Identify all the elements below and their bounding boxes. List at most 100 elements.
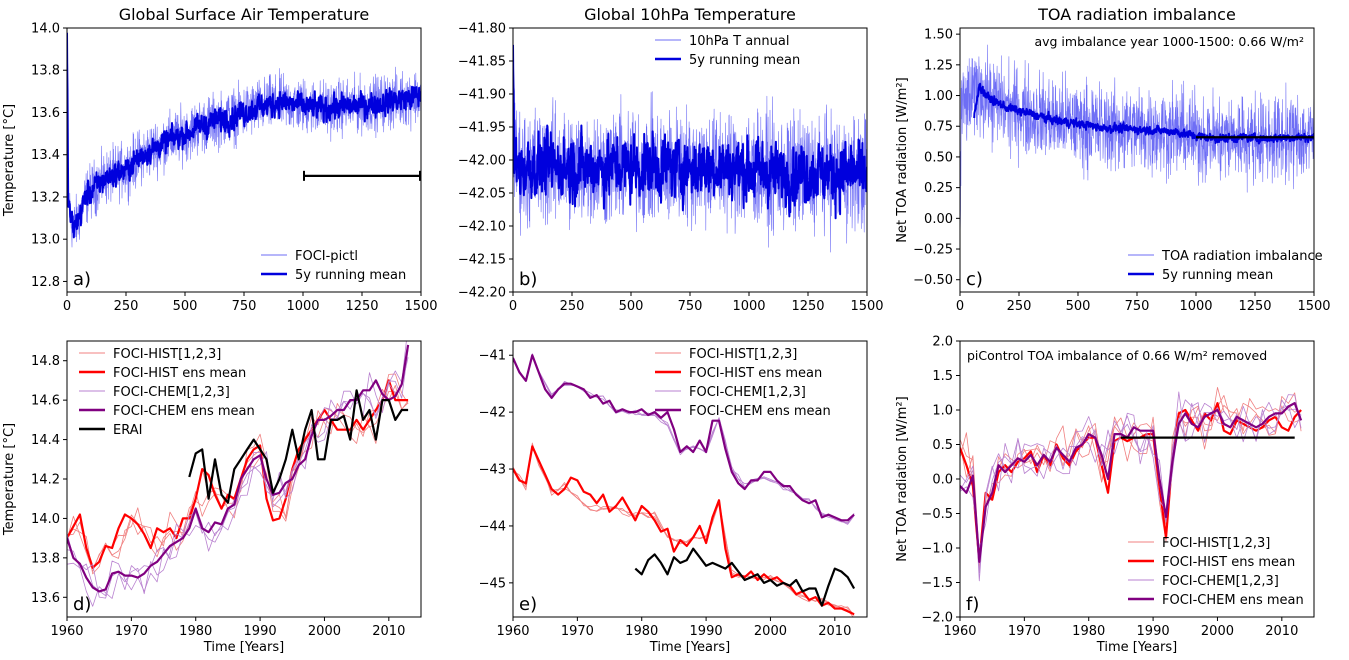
y-tick-label-c-8: 1.50 — [924, 28, 953, 43]
y-tick-label-e-1: −44 — [479, 519, 506, 534]
y-tick-label-b-2: −42.10 — [458, 220, 506, 235]
y-tick-label-b-1: −42.15 — [458, 253, 506, 268]
panel-label-c: c) — [966, 269, 983, 290]
series-line-c-1 — [973, 82, 1314, 145]
series-line-e-2-member-2 — [513, 355, 855, 524]
x-tick-label-f-4: 2000 — [1201, 624, 1234, 639]
annotation-f: piControl TOA imbalance of 0.66 W/m² rem… — [967, 348, 1267, 363]
y-tick-label-f-2: −1.0 — [921, 542, 953, 557]
x-tick-label-b-2: 500 — [619, 299, 644, 314]
x-tick-label-d-3: 1990 — [244, 624, 277, 639]
y-axis-label-a: Temperature [°C] — [2, 104, 17, 217]
panel-b: 0 250 500 750 1000 1250 1500 −42.20 −42.15 −42.10… — [458, 5, 884, 314]
x-tick-label-c-2: 500 — [1066, 299, 1091, 314]
x-tick-label-b-0: 0 — [509, 299, 517, 314]
y-axis-label-f: Net TOA radiation [W/m²] — [895, 396, 910, 561]
y-tick-label-c-5: 0.75 — [924, 120, 953, 135]
y-tick-label-d-3: 14.2 — [31, 473, 60, 488]
plot-area-d — [67, 341, 410, 607]
legend-label-a-1: 5y running mean — [295, 268, 406, 283]
y-tick-label-b-6: −41.90 — [458, 88, 506, 103]
axes-frame-e — [512, 340, 868, 618]
legend-label-e-3: FOCI-CHEM ens mean — [689, 404, 831, 419]
plot-area-e — [513, 353, 856, 617]
y-tick-label-a-4: 13.6 — [31, 106, 60, 121]
x-tick-label-c-1: 250 — [1007, 299, 1032, 314]
series-line-e-4 — [634, 547, 856, 607]
x-tick-label-a-4: 1000 — [286, 299, 319, 314]
x-tick-label-c-5: 1250 — [1238, 299, 1271, 314]
y-tick-label-f-7: 1.5 — [932, 369, 953, 384]
y-tick-label-d-2: 14.0 — [31, 512, 60, 527]
x-tick-label-d-5: 2010 — [372, 624, 405, 639]
x-tick-label-e-2: 1980 — [625, 624, 658, 639]
x-tick-label-c-6: 1500 — [1297, 299, 1330, 314]
y-tick-label-a-1: 13.0 — [31, 233, 60, 248]
panel-c: 0 250 500 750 1000 1250 1500 −0.50 −0.25 0.00 0.25… — [895, 5, 1331, 314]
y-tick-label-b-4: −42.00 — [458, 154, 506, 169]
x-tick-label-c-4: 1000 — [1179, 299, 1212, 314]
series-line-f-3 — [960, 402, 1303, 563]
panel-label-d: d) — [73, 594, 91, 615]
legend-label-a-0: FOCI-pictl — [295, 249, 358, 264]
legend-label-e-1: FOCI-HIST ens mean — [689, 366, 822, 381]
x-tick-label-b-1: 250 — [560, 299, 585, 314]
y-tick-label-d-5: 14.6 — [31, 394, 60, 409]
series-line-d-3 — [67, 344, 410, 593]
x-tick-label-e-4: 2000 — [754, 624, 787, 639]
series-line-d-4 — [188, 389, 409, 504]
panel-label-a: a) — [73, 269, 91, 290]
x-tick-label-f-3: 1990 — [1137, 624, 1170, 639]
series-line-a-0 — [67, 28, 421, 248]
panel-f: 1960 1970 1980 1990 2000 2010 −2.0 −1.5 −1.0 −0.5… — [895, 335, 1315, 655]
y-tick-label-f-3: −0.5 — [921, 507, 953, 522]
y-tick-label-e-2: −43 — [479, 463, 506, 478]
y-tick-label-b-7: −41.85 — [458, 55, 506, 70]
chart-title-a: Global Surface Air Temperature — [119, 5, 370, 24]
series-line-e-0-member-2 — [513, 445, 854, 617]
y-tick-label-d-0: 13.6 — [31, 591, 60, 606]
x-axis-label-e: Time [Years] — [649, 640, 730, 655]
y-tick-label-e-3: −42 — [479, 406, 506, 421]
x-tick-label-b-5: 1250 — [791, 299, 824, 314]
x-axis-label-f: Time [Years] — [1096, 640, 1177, 655]
y-tick-label-e-4: −41 — [479, 349, 506, 364]
x-tick-label-c-3: 750 — [1125, 299, 1150, 314]
y-axis-label-c: Net TOA radiation [W/m²] — [895, 77, 910, 242]
y-tick-label-b-0: −42.20 — [458, 286, 506, 301]
legend-label-d-4: ERAI — [113, 423, 142, 438]
legend-label-e-0: FOCI-HIST[1,2,3] — [689, 347, 797, 362]
panel-d: 1960 1970 1980 1990 2000 2010 13.6 13.8 14.0 14.2… — [2, 340, 422, 655]
x-tick-label-b-3: 750 — [678, 299, 703, 314]
annotation-c: avg imbalance year 1000-1500: 0.66 W/m² — [1034, 34, 1304, 49]
legend-label-d-2: FOCI-CHEM[1,2,3] — [113, 385, 230, 400]
x-tick-label-f-0: 1960 — [943, 624, 976, 639]
y-tick-label-e-0: −45 — [479, 576, 506, 591]
legend-label-b-1: 5y running mean — [689, 53, 800, 68]
y-tick-label-f-0: −2.0 — [921, 611, 953, 626]
legend-label-f-0: FOCI-HIST[1,2,3] — [1162, 536, 1270, 551]
series-line-f-1 — [960, 402, 1302, 563]
y-tick-label-a-2: 13.2 — [31, 190, 60, 205]
y-tick-label-c-2: 0.00 — [924, 212, 953, 227]
panel-label-e: e) — [519, 594, 537, 615]
y-tick-label-a-0: 12.8 — [31, 275, 60, 290]
x-tick-label-e-1: 1970 — [561, 624, 594, 639]
y-tick-label-c-4: 0.50 — [924, 150, 953, 165]
chart-title-b: Global 10hPa Temperature — [584, 5, 796, 24]
y-tick-label-f-5: 0.5 — [932, 438, 953, 453]
legend-label-c-1: 5y running mean — [1162, 268, 1273, 283]
legend-label-d-3: FOCI-CHEM ens mean — [113, 404, 255, 419]
y-tick-label-c-0: −0.50 — [913, 273, 953, 288]
panel-a: 0 250 500 750 1000 1250 1500 12.8 13.0 13.2 13.4 13… — [2, 5, 438, 314]
x-tick-label-e-0: 1960 — [496, 624, 529, 639]
y-tick-label-c-1: −0.25 — [913, 243, 953, 258]
panel-label-b: b) — [519, 269, 537, 290]
x-tick-label-b-4: 1000 — [732, 299, 765, 314]
plot-area-a — [67, 28, 421, 248]
y-tick-label-d-1: 13.8 — [31, 551, 60, 566]
legend-label-d-0: FOCI-HIST[1,2,3] — [113, 347, 221, 362]
x-tick-label-d-0: 1960 — [50, 624, 83, 639]
legend-label-f-1: FOCI-HIST ens mean — [1162, 555, 1295, 570]
